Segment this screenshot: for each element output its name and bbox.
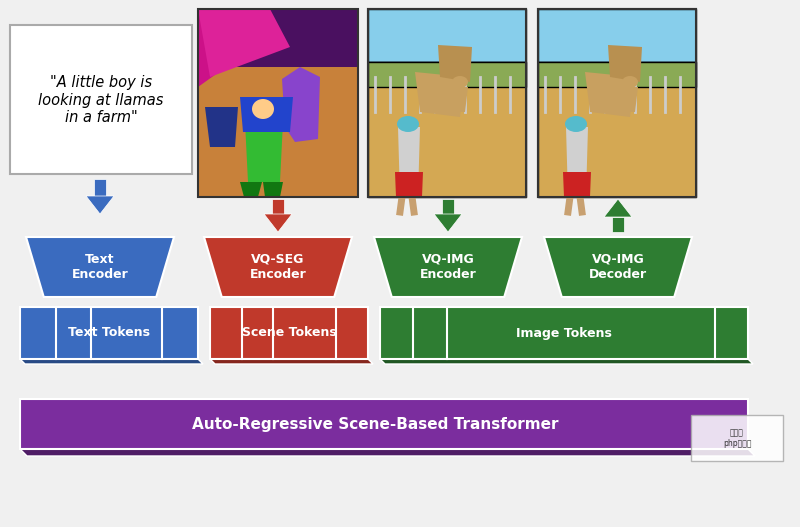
Polygon shape bbox=[398, 127, 420, 197]
Ellipse shape bbox=[622, 76, 638, 88]
Polygon shape bbox=[210, 359, 373, 364]
Polygon shape bbox=[612, 217, 624, 232]
Text: Inference Only: Inference Only bbox=[567, 12, 669, 26]
Polygon shape bbox=[395, 172, 423, 197]
Polygon shape bbox=[585, 72, 635, 117]
Text: VQ-IMG
Decoder: VQ-IMG Decoder bbox=[589, 253, 647, 281]
Polygon shape bbox=[198, 9, 240, 87]
FancyBboxPatch shape bbox=[368, 9, 526, 62]
Text: Text Tokens: Text Tokens bbox=[68, 327, 150, 339]
FancyBboxPatch shape bbox=[368, 62, 526, 87]
Polygon shape bbox=[94, 179, 106, 196]
FancyBboxPatch shape bbox=[538, 9, 696, 62]
Polygon shape bbox=[204, 237, 352, 297]
Ellipse shape bbox=[397, 116, 419, 132]
Polygon shape bbox=[26, 237, 174, 297]
Polygon shape bbox=[622, 87, 638, 112]
Polygon shape bbox=[374, 237, 522, 297]
FancyBboxPatch shape bbox=[538, 62, 696, 87]
Polygon shape bbox=[20, 449, 755, 456]
FancyBboxPatch shape bbox=[368, 62, 526, 197]
FancyBboxPatch shape bbox=[10, 25, 192, 174]
Ellipse shape bbox=[565, 116, 587, 132]
Polygon shape bbox=[415, 72, 465, 117]
Polygon shape bbox=[198, 9, 290, 77]
Polygon shape bbox=[263, 182, 283, 197]
FancyBboxPatch shape bbox=[538, 62, 696, 197]
FancyBboxPatch shape bbox=[691, 415, 783, 461]
Ellipse shape bbox=[252, 99, 274, 119]
Text: Scene Tokens: Scene Tokens bbox=[242, 327, 336, 339]
Ellipse shape bbox=[452, 76, 468, 88]
Text: 新智元
php日月网: 新智元 php日月网 bbox=[722, 428, 751, 448]
Polygon shape bbox=[20, 359, 203, 364]
Polygon shape bbox=[264, 214, 292, 232]
Polygon shape bbox=[566, 127, 588, 197]
Polygon shape bbox=[608, 45, 642, 82]
Polygon shape bbox=[434, 214, 462, 232]
FancyBboxPatch shape bbox=[380, 307, 748, 359]
Text: Auto-Regressive Scene-Based Transformer: Auto-Regressive Scene-Based Transformer bbox=[192, 416, 558, 432]
FancyBboxPatch shape bbox=[538, 9, 696, 197]
Polygon shape bbox=[604, 199, 632, 217]
FancyBboxPatch shape bbox=[20, 399, 748, 449]
Polygon shape bbox=[205, 107, 238, 147]
Text: VQ-IMG
Encoder: VQ-IMG Encoder bbox=[420, 253, 476, 281]
Polygon shape bbox=[86, 196, 114, 214]
Polygon shape bbox=[198, 9, 358, 67]
Polygon shape bbox=[442, 199, 454, 214]
Text: Image Tokens: Image Tokens bbox=[516, 327, 612, 339]
Polygon shape bbox=[282, 67, 320, 142]
Polygon shape bbox=[198, 67, 358, 197]
Text: Training Only: Training Only bbox=[422, 12, 514, 26]
Polygon shape bbox=[245, 122, 283, 182]
Text: Optional During
Inference: Optional During Inference bbox=[223, 17, 333, 47]
Polygon shape bbox=[240, 97, 293, 132]
Text: Text
Encoder: Text Encoder bbox=[72, 253, 128, 281]
Polygon shape bbox=[452, 87, 468, 112]
FancyBboxPatch shape bbox=[198, 9, 358, 197]
Text: VQ-SEG
Encoder: VQ-SEG Encoder bbox=[250, 253, 306, 281]
Polygon shape bbox=[272, 199, 284, 214]
FancyBboxPatch shape bbox=[210, 307, 368, 359]
FancyBboxPatch shape bbox=[368, 9, 526, 197]
Text: "A little boy is
looking at llamas
in a farm": "A little boy is looking at llamas in a … bbox=[38, 75, 164, 125]
Polygon shape bbox=[240, 182, 262, 197]
Polygon shape bbox=[563, 172, 591, 197]
Polygon shape bbox=[438, 45, 472, 82]
Polygon shape bbox=[544, 237, 692, 297]
FancyBboxPatch shape bbox=[20, 307, 198, 359]
Polygon shape bbox=[380, 359, 753, 364]
